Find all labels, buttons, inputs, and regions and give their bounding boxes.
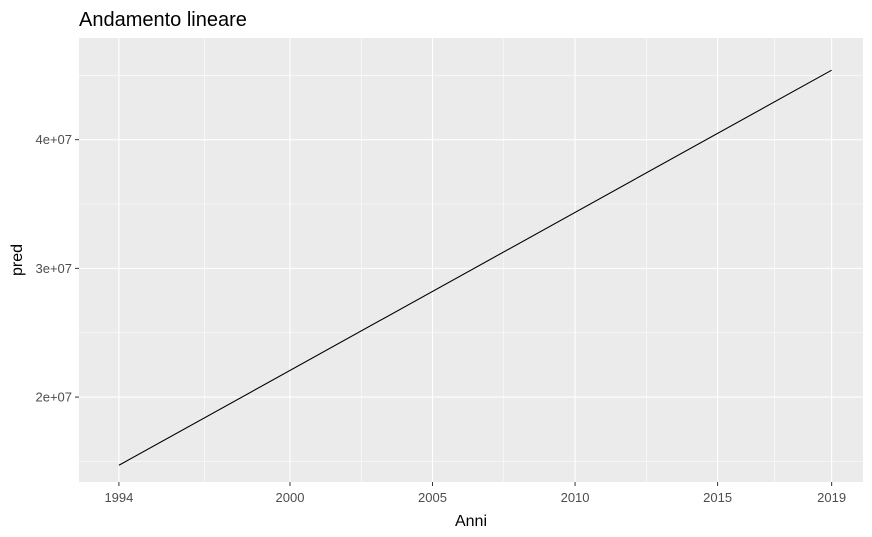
y-tick-label: 4e+07 [35,132,72,147]
x-axis: 1994 2000 2005 2010 2015 2019 [104,482,846,505]
x-tick-label: 2000 [276,490,305,505]
x-tick-label: 1994 [104,490,133,505]
x-tick-label: 2019 [817,490,846,505]
grid-minor [79,38,863,482]
x-tick-label: 2015 [703,490,732,505]
y-axis-title: pred [9,244,26,276]
plot-panel [79,38,863,482]
y-axis: 2e+07 3e+07 4e+07 [35,132,79,405]
x-tick-label: 2005 [418,490,447,505]
y-tick-label: 2e+07 [35,390,72,405]
chart-title: Andamento lineare [79,9,247,31]
y-tick-label: 3e+07 [35,261,72,276]
x-tick-label: 2010 [561,490,590,505]
grid-major [79,38,863,482]
series-line [118,69,832,466]
series-layer [118,69,832,466]
x-axis-title: Anni [455,513,487,530]
